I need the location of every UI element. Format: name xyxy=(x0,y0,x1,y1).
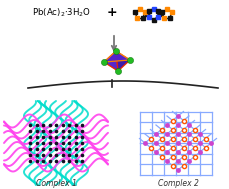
Text: +: + xyxy=(107,6,117,19)
Text: Complex 1: Complex 1 xyxy=(35,178,76,187)
Text: Pb(Ac)$_2$$\cdot$3H$_2$O: Pb(Ac)$_2$$\cdot$3H$_2$O xyxy=(33,7,92,19)
Polygon shape xyxy=(104,51,118,71)
Text: Complex 2: Complex 2 xyxy=(158,178,199,187)
Polygon shape xyxy=(104,51,130,62)
Polygon shape xyxy=(116,51,130,71)
Polygon shape xyxy=(104,60,130,71)
